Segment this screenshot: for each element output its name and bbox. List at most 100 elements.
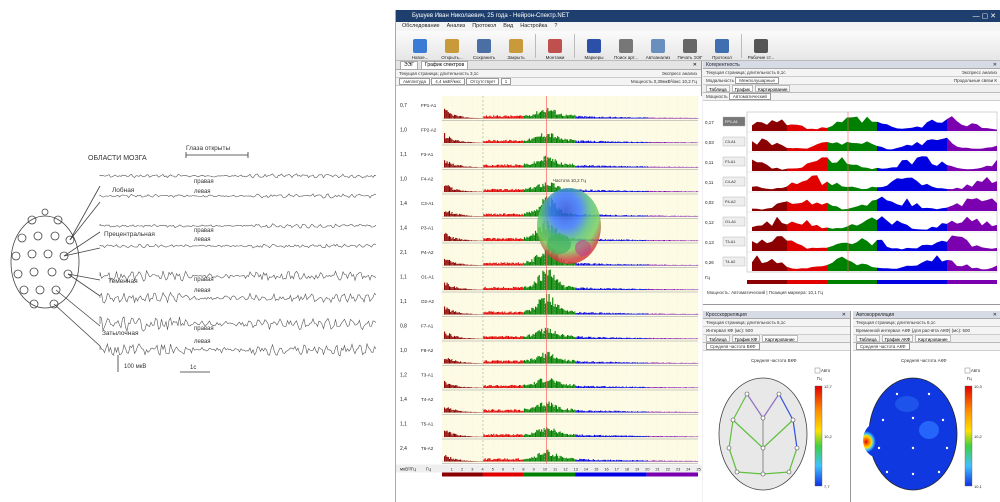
menu-item-settings[interactable]: Настройка	[520, 23, 548, 29]
toolbar-button-6[interactable]: Поиск арт...	[610, 32, 642, 60]
cross-electrode[interactable]	[734, 469, 740, 475]
cross-tab-table[interactable]: Таблица	[706, 335, 730, 342]
auto-measure-select[interactable]: Средняя частота АКФ	[856, 343, 910, 350]
coherence-tab-table[interactable]: Таблица	[706, 85, 730, 92]
coherence-channel-box[interactable]	[722, 136, 746, 147]
menu-item-examination[interactable]: Обследование	[402, 23, 440, 29]
auto-tab-graph[interactable]: График АКФ	[881, 335, 914, 342]
auto-electrode[interactable]	[877, 446, 881, 450]
channel-label[interactable]: FP2-A2	[421, 128, 437, 133]
auto-electrode[interactable]	[941, 418, 945, 422]
spectrum-bin	[559, 139, 561, 143]
channel-label[interactable]: P3-A1	[421, 226, 434, 231]
spectra-express-analysis[interactable]: Экспресс анализ	[661, 71, 697, 76]
auto-electrode[interactable]	[927, 392, 931, 396]
cross-measure-select[interactable]: Средняя частота ВКФ	[706, 343, 760, 350]
menu-item-help[interactable]: ?	[554, 23, 558, 29]
cross-electrode[interactable]	[786, 469, 792, 475]
channel-label[interactable]: T6-A2	[421, 446, 434, 451]
spectrum-bin	[661, 289, 663, 290]
cross-electrode[interactable]	[730, 417, 736, 423]
tab-eeg[interactable]: ЭЭГ	[400, 61, 418, 69]
coherence-channel-box[interactable]	[722, 256, 746, 267]
toolbar-button-7[interactable]: Автоанализ	[642, 32, 674, 60]
channel-label[interactable]: P4-A2	[421, 250, 434, 255]
toolbar-button-5[interactable]: Маркеры	[578, 32, 610, 60]
auto-electrode[interactable]	[895, 392, 899, 396]
coherence-tab-graph[interactable]: График	[731, 85, 754, 92]
auto-tab-mapping[interactable]: Картирование	[915, 335, 951, 342]
cross-electrode[interactable]	[760, 445, 766, 451]
channel-label[interactable]: C3-A1	[421, 201, 434, 206]
step-select[interactable]: 1	[500, 78, 512, 85]
coherence-channel-box[interactable]	[722, 116, 746, 127]
auto-close-icon[interactable]: ✕	[992, 312, 997, 318]
channel-label[interactable]: T3-A1	[421, 373, 434, 378]
coherence-channel-box[interactable]	[722, 176, 746, 187]
spectrum-bin	[542, 406, 544, 413]
coherence-measure-select[interactable]: Автоматический	[728, 93, 771, 100]
channel-label[interactable]: F8-A2	[421, 348, 434, 353]
channel-label[interactable]: F4-A2	[421, 177, 434, 182]
cross-electrode[interactable]	[760, 471, 766, 477]
toolbar-button-0[interactable]: Новое...	[404, 32, 436, 60]
spectrum-bin	[612, 386, 614, 388]
auto-auto-checkbox[interactable]	[964, 367, 971, 374]
cross-electrode[interactable]	[744, 391, 750, 397]
cross-interval[interactable]: Интервал КФ (мс): 500	[706, 328, 753, 333]
auto-electrode[interactable]	[881, 418, 885, 422]
coherence-express-analysis[interactable]: Экспресс анализ	[961, 70, 997, 75]
auto-tab-table[interactable]: Таблица	[856, 335, 880, 342]
auto-interval[interactable]: Временной интервал АКФ (для расчёта АКФ)…	[856, 328, 970, 333]
spectrum-bin	[467, 387, 469, 388]
coherence-mode-select[interactable]: Межполушарные	[735, 77, 780, 84]
toolbar-button-2[interactable]: Сохранить	[468, 32, 500, 60]
cross-electrode[interactable]	[726, 445, 732, 451]
cross-tab-mapping[interactable]: Картирование	[762, 335, 798, 342]
cross-electrode[interactable]	[794, 445, 800, 451]
coherence-tab-mapping[interactable]: Картирование	[755, 85, 791, 92]
auto-electrode[interactable]	[937, 470, 941, 474]
spectrum-bin	[612, 411, 614, 413]
toolbar-button-1[interactable]: Открыть...	[436, 32, 468, 60]
channel-label[interactable]: F3-A1	[421, 152, 434, 157]
coherence-channel-box[interactable]	[722, 196, 746, 207]
toolbar-button-10[interactable]: Рабочие ст...	[745, 32, 777, 60]
menu-item-analysis[interactable]: Анализ	[446, 23, 466, 29]
channel-label[interactable]: O1-A1	[421, 275, 435, 280]
channel-label[interactable]: O2-A2	[421, 299, 435, 304]
auto-electrode[interactable]	[911, 446, 915, 450]
auto-electrode[interactable]	[911, 416, 915, 420]
toolbar-button-3[interactable]: Закрыть	[500, 32, 532, 60]
cross-electrode[interactable]	[760, 415, 766, 421]
amplitude-select[interactable]: Амплитуда	[399, 78, 431, 85]
auto-electrode[interactable]	[945, 446, 949, 450]
coherence-close-icon[interactable]: ✕	[992, 62, 997, 68]
close-icon[interactable]: ✕	[692, 62, 697, 68]
window-controls[interactable]: — ▢ ✕	[972, 13, 996, 20]
menu-item-protocol[interactable]: Протокол	[472, 23, 497, 29]
channel-label[interactable]: F7-A1	[421, 324, 434, 329]
channel-label[interactable]: T4-A2	[421, 397, 434, 402]
channel-label[interactable]: T5-A1	[421, 422, 434, 427]
cross-electrode[interactable]	[790, 417, 796, 423]
auto-electrode[interactable]	[885, 470, 889, 474]
toolbar-button-9[interactable]: Протокол	[706, 32, 738, 60]
absent-select[interactable]: Отсутствует	[466, 78, 500, 85]
cross-auto-checkbox[interactable]	[814, 367, 821, 374]
cross-electrode[interactable]	[776, 391, 782, 397]
amplitude-value-select[interactable]: 4,4 мкВ²/мкс	[431, 78, 465, 85]
coherence-channel-box[interactable]	[722, 216, 746, 227]
toolbar-button-8[interactable]: Печать ЭЭГ	[674, 32, 706, 60]
cross-color-scale	[814, 385, 823, 487]
coherence-channel-box[interactable]	[722, 156, 746, 167]
menu-item-view[interactable]: Вид	[503, 23, 514, 29]
cross-close-icon[interactable]: ✕	[841, 312, 846, 318]
coherence-channel-box[interactable]	[722, 236, 746, 247]
channel-label[interactable]: FP1-A1	[421, 103, 437, 108]
tab-spectra-graph[interactable]: График спектров	[420, 61, 469, 69]
toolbar-button-4[interactable]: Монтажи	[539, 32, 571, 60]
auto-electrode[interactable]	[911, 472, 915, 476]
cross-tab-graph[interactable]: График КФ	[731, 335, 761, 342]
coherence-type-select[interactable]: Продольные связи К	[953, 78, 997, 83]
